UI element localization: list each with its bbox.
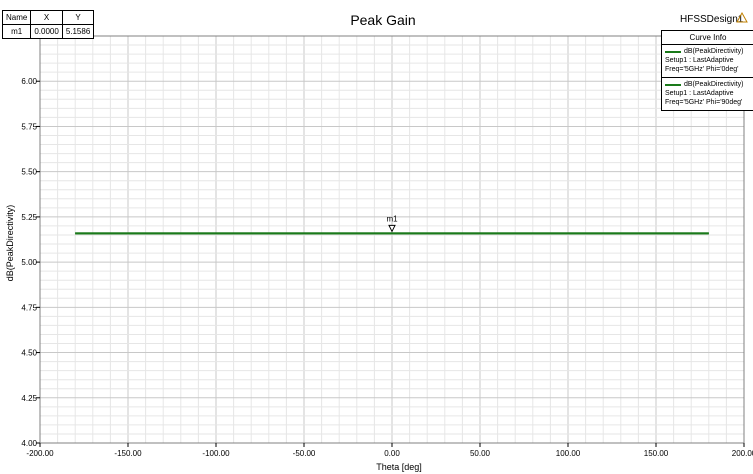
- x-tick-label: -100.00: [202, 449, 230, 458]
- marker-table-header: Name X Y: [1, 10, 95, 25]
- logo-icon: [736, 11, 748, 23]
- tick-labels: -200.00 -150.00 -100.00 -50.00 0.00 50.00 100.…: [21, 77, 753, 458]
- legend-entry-freq: Freq='5GHz' Phi='0deg': [665, 66, 739, 73]
- marker-layer: m1: [386, 214, 398, 233]
- grid: [39, 35, 745, 444]
- x-tick-label: -200.00: [26, 449, 54, 458]
- y-tick-label: 6.00: [21, 77, 37, 86]
- y-tick-label: 5.25: [21, 213, 37, 222]
- x-axis-title: Theta [deg]: [376, 462, 422, 472]
- y-tick-label: 4.75: [21, 303, 37, 312]
- x-tick-label: -50.00: [293, 449, 316, 458]
- legend-entry: dB(PeakDirectivity) Setup1 : LastAdaptiv…: [662, 77, 753, 110]
- design-name: HFSSDesign1: [680, 14, 744, 25]
- marker-row: m1 0.0000 5.1586: [1, 24, 95, 39]
- x-tick-label: 100.00: [556, 449, 581, 458]
- y-tick-label: 5.50: [21, 168, 37, 177]
- marker-label: m1: [386, 214, 398, 223]
- y-tick-label: 5.00: [21, 258, 37, 267]
- legend-entry-name: dB(PeakDirectivity): [684, 48, 744, 55]
- legend-entry: dB(PeakDirectivity) Setup1 : LastAdaptiv…: [662, 45, 753, 77]
- legend-swatch: [665, 83, 681, 86]
- y-axis-title: dB(PeakDirectivity): [5, 205, 15, 282]
- y-tick-label: 4.00: [21, 439, 37, 448]
- marker-header-name: Name: [1, 10, 32, 25]
- marker-row-y: 5.1586: [61, 24, 95, 39]
- marker-row-name: m1: [1, 24, 32, 39]
- x-tick-label: 50.00: [470, 449, 491, 458]
- legend-entry-freq: Freq='5GHz' Phi='90deg': [665, 99, 743, 106]
- marker-header-y: Y: [61, 10, 95, 25]
- marker-table: Name X Y m1 0.0000 5.1586: [1, 10, 95, 39]
- x-tick-label: 200.00: [732, 449, 753, 458]
- marker-row-x: 0.0000: [30, 24, 63, 39]
- x-tick-label: -150.00: [114, 449, 142, 458]
- legend-swatch: [665, 50, 681, 53]
- legend-header: Curve Info: [662, 31, 753, 45]
- marker-m1-icon: [388, 224, 396, 233]
- legend-entry-setup: Setup1 : LastAdaptive: [665, 57, 734, 64]
- y-tick-label: 4.50: [21, 349, 37, 358]
- legend-entry-name: dB(PeakDirectivity): [684, 81, 744, 88]
- x-tick-label: 0.00: [384, 449, 400, 458]
- y-tick-label: 4.25: [21, 394, 37, 403]
- chart-title: Peak Gain: [350, 12, 415, 28]
- x-tick-label: 150.00: [644, 449, 669, 458]
- legend: Curve Info dB(PeakDirectivity) Setup1 : …: [661, 30, 753, 111]
- legend-entry-setup: Setup1 : LastAdaptive: [665, 90, 734, 97]
- y-tick-label: 5.75: [21, 122, 37, 131]
- marker-header-x: X: [30, 10, 63, 25]
